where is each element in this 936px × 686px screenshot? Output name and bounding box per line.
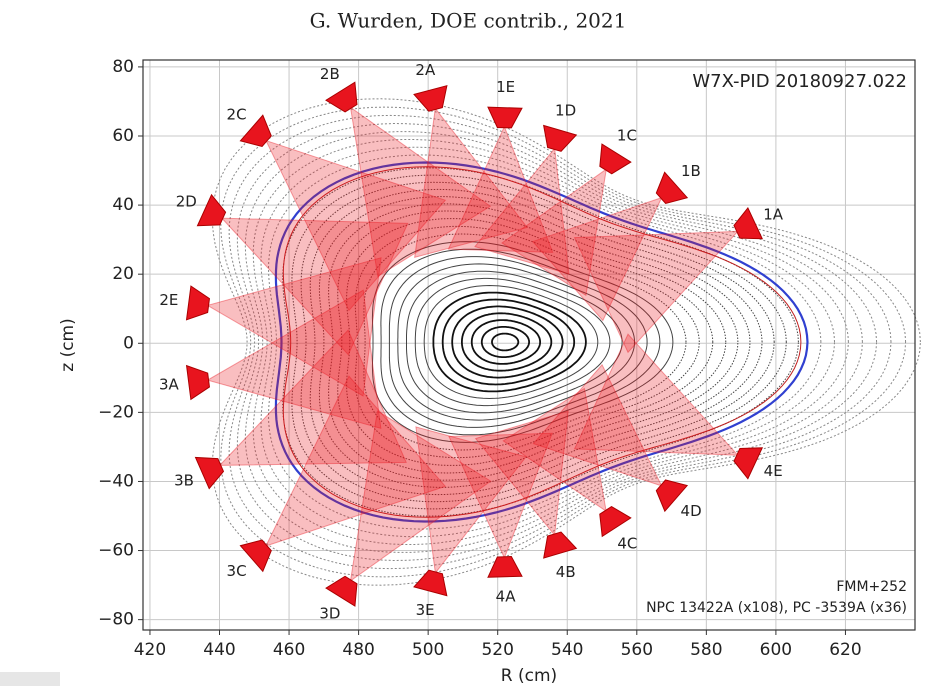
camera-marker — [414, 86, 447, 111]
camera-label: 2A — [415, 61, 436, 79]
camera-label: 2D — [176, 193, 197, 211]
camera-label: 4C — [617, 534, 637, 552]
y-tick-label: 40 — [112, 195, 134, 215]
camera-marker — [414, 570, 447, 596]
x-tick-label: 580 — [690, 640, 722, 660]
camera-marker — [734, 448, 762, 479]
camera-label: 3E — [416, 601, 435, 619]
y-tick-label: −20 — [98, 402, 134, 422]
camera-marker — [544, 532, 577, 558]
camera-label: 2C — [227, 105, 247, 123]
flux-surface — [452, 306, 563, 377]
camera-label: 1D — [555, 102, 576, 120]
camera-label: 1C — [617, 127, 637, 145]
camera-label: 2B — [320, 65, 340, 83]
x-tick-label: 500 — [412, 640, 444, 660]
camera-label: 4E — [764, 462, 783, 480]
camera-label: 1A — [763, 205, 784, 223]
x-tick-label: 600 — [760, 640, 792, 660]
x-tick-label: 480 — [342, 640, 374, 660]
camera-label: 1E — [496, 78, 515, 96]
camera-marker — [544, 125, 577, 151]
y-tick-label: 80 — [112, 57, 134, 77]
annotation: W7X-PID 20180927.022 — [692, 71, 907, 92]
camera-label: 3C — [227, 562, 247, 580]
x-tick-label: 440 — [203, 640, 235, 660]
camera-marker — [187, 286, 210, 320]
camera-label: 4D — [681, 502, 702, 520]
flux-surface — [424, 286, 598, 399]
y-axis-label: z (cm) — [58, 318, 78, 372]
camera-marker — [197, 195, 225, 226]
camera-marker — [326, 576, 357, 606]
camera-label: 4B — [556, 563, 576, 581]
corner-bar — [0, 672, 60, 686]
x-tick-label: 520 — [481, 640, 513, 660]
camera-marker — [187, 366, 210, 400]
y-tick-label: −80 — [98, 610, 134, 630]
camera-marker — [600, 144, 631, 174]
x-tick-label: 620 — [829, 640, 861, 660]
y-tick-label: 0 — [123, 333, 134, 353]
x-tick-label: 460 — [273, 640, 305, 660]
camera-marker — [488, 557, 522, 578]
camera-label: 3D — [319, 605, 340, 623]
x-tick-label: 540 — [551, 640, 583, 660]
annotation: NPC 13422A (x108), PC -3539A (x36) — [646, 600, 907, 616]
flux-surface — [482, 327, 529, 357]
camera-marker — [326, 82, 357, 112]
x-axis-label: R (cm) — [501, 666, 557, 686]
chart-title: G. Wurden, DOE contrib., 2021 — [310, 9, 627, 33]
x-tick-label: 420 — [134, 640, 166, 660]
camera-label: 1B — [681, 162, 701, 180]
camera-label: 3B — [174, 472, 194, 490]
flux-surface — [462, 313, 551, 370]
camera-label: 2E — [159, 291, 178, 309]
x-tick-label: 560 — [621, 640, 653, 660]
camera-label: 4A — [496, 587, 517, 605]
chart: G. Wurden, DOE contrib., 2021 R (cm) z (… — [0, 0, 936, 686]
y-tick-label: 20 — [112, 264, 134, 284]
camera-marker — [734, 208, 762, 239]
flux-surface — [492, 334, 518, 351]
camera-marker — [488, 107, 522, 128]
camera-marker — [600, 507, 631, 537]
annotation: FMM+252 — [836, 579, 907, 595]
y-tick-label: −60 — [98, 541, 134, 561]
camera-label: 3A — [159, 376, 180, 394]
y-tick-label: 60 — [112, 126, 134, 146]
y-tick-label: −40 — [98, 471, 134, 491]
